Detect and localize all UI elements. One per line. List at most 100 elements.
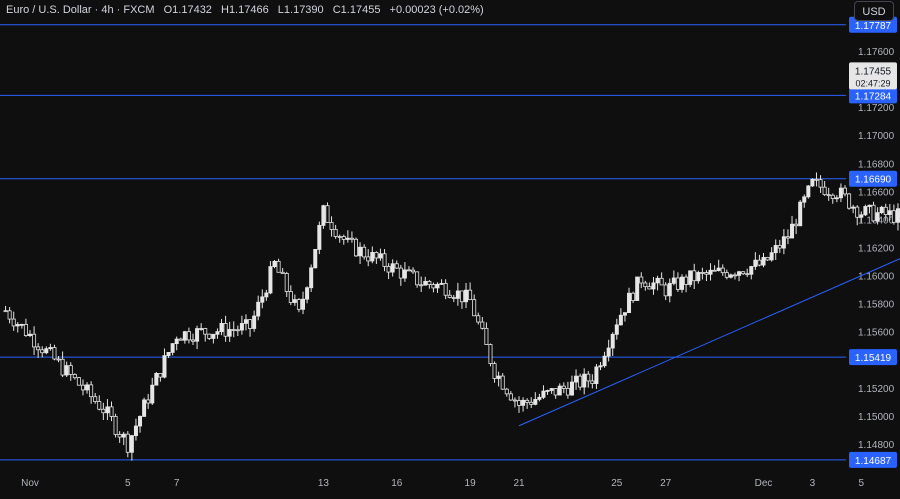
candle-body xyxy=(239,323,244,331)
candle-body xyxy=(341,236,346,240)
candle-body xyxy=(675,277,680,290)
candle-body xyxy=(806,185,811,198)
symbol-label[interactable]: Euro / U.S. Dollar · 4h · FXCM xyxy=(6,4,155,16)
high-value: H1.17466 xyxy=(221,4,269,16)
candle-body xyxy=(272,260,277,268)
candle-body xyxy=(708,269,713,275)
candle-body xyxy=(276,260,281,273)
candle-body xyxy=(737,271,742,276)
candle-body xyxy=(264,292,269,298)
candle-body xyxy=(802,196,807,203)
x-axis-tick-label: 7 xyxy=(174,478,180,489)
candle-body xyxy=(790,223,795,239)
candle-body xyxy=(464,289,469,303)
candle-body xyxy=(773,245,778,254)
candle-body xyxy=(337,236,342,238)
candle-body xyxy=(109,406,114,417)
x-axis-tick-label: 13 xyxy=(318,478,330,489)
candle-body xyxy=(468,289,473,301)
level-price-label: 1.15419 xyxy=(855,353,892,364)
candle-body xyxy=(659,277,664,286)
candle-body xyxy=(203,328,208,335)
candle-body xyxy=(349,237,354,240)
candle-body xyxy=(529,401,534,405)
candle-body xyxy=(826,194,831,197)
candle-body xyxy=(847,193,852,209)
candle-body xyxy=(138,416,143,427)
candle-body xyxy=(794,223,799,227)
candle-body xyxy=(439,282,444,285)
candle-body xyxy=(810,178,815,187)
level-price-tag xyxy=(849,87,897,104)
candle-body xyxy=(720,267,725,274)
change-value: +0.00023 (+0.02%) xyxy=(389,4,484,16)
candle-body xyxy=(80,384,85,391)
candle-body xyxy=(382,253,387,267)
candle-body xyxy=(431,284,436,289)
candle-body xyxy=(696,272,701,282)
candle-body xyxy=(643,282,648,288)
candle-body xyxy=(712,269,717,272)
candle-body xyxy=(44,348,49,354)
y-axis-tick-label: 1.16600 xyxy=(858,187,895,198)
candle-body xyxy=(631,292,636,301)
candle-body xyxy=(394,263,399,269)
candle-body xyxy=(700,272,705,274)
candle-body xyxy=(390,263,395,273)
candle-body xyxy=(582,373,587,388)
candle-body xyxy=(248,319,253,329)
candle-body xyxy=(855,206,860,218)
candle-body xyxy=(838,187,843,199)
current-price-label: 1.17455 xyxy=(855,66,892,77)
candle-body xyxy=(667,282,672,297)
candle-body xyxy=(93,396,98,402)
candle-body xyxy=(724,272,729,278)
candle-body xyxy=(451,297,456,299)
current-price-tag xyxy=(849,62,897,90)
candle-body xyxy=(891,210,896,223)
y-axis-tick-label: 1.14800 xyxy=(858,440,895,451)
candle-body xyxy=(765,257,770,261)
candle-body xyxy=(618,314,623,326)
candle-body xyxy=(814,178,819,181)
y-axis-tick-label: 1.15600 xyxy=(858,328,895,339)
candle-body xyxy=(195,328,200,342)
y-axis-tick-label: 1.15000 xyxy=(858,412,895,423)
x-axis-tick-label: 3 xyxy=(810,478,816,489)
candle-body xyxy=(215,331,220,335)
candle-body xyxy=(541,390,546,398)
x-axis-tick-label: Dec xyxy=(755,478,773,489)
candle-body xyxy=(243,319,248,324)
candle-body xyxy=(887,210,892,215)
x-axis-tick-label: 25 xyxy=(611,478,623,489)
candle-body xyxy=(223,322,228,337)
candle-body xyxy=(268,266,273,294)
chart-header: Euro / U.S. Dollar · 4h · FXCM O1.17432 … xyxy=(6,4,490,16)
candle-body xyxy=(692,270,697,282)
candle-body xyxy=(785,236,790,239)
candle-body xyxy=(133,425,138,437)
candle-body xyxy=(614,324,619,335)
currency-button[interactable]: USD xyxy=(854,1,894,21)
candle-body xyxy=(757,259,762,266)
candle-body xyxy=(301,298,306,310)
candle-body xyxy=(386,266,391,273)
level-price-tag xyxy=(849,170,897,187)
candle-body xyxy=(89,384,94,398)
candle-body xyxy=(680,276,685,290)
candle-body xyxy=(378,253,383,259)
candle-body xyxy=(492,363,497,379)
candle-body xyxy=(533,399,538,405)
candle-body xyxy=(11,318,16,327)
candle-body xyxy=(879,206,884,214)
candle-body xyxy=(521,399,526,406)
candle-body xyxy=(7,310,12,320)
candle-body xyxy=(158,373,163,378)
candle-body xyxy=(170,343,175,353)
candle-body xyxy=(178,338,183,341)
candle-body xyxy=(199,328,204,330)
candle-body xyxy=(769,252,774,261)
candle-body xyxy=(480,321,485,329)
